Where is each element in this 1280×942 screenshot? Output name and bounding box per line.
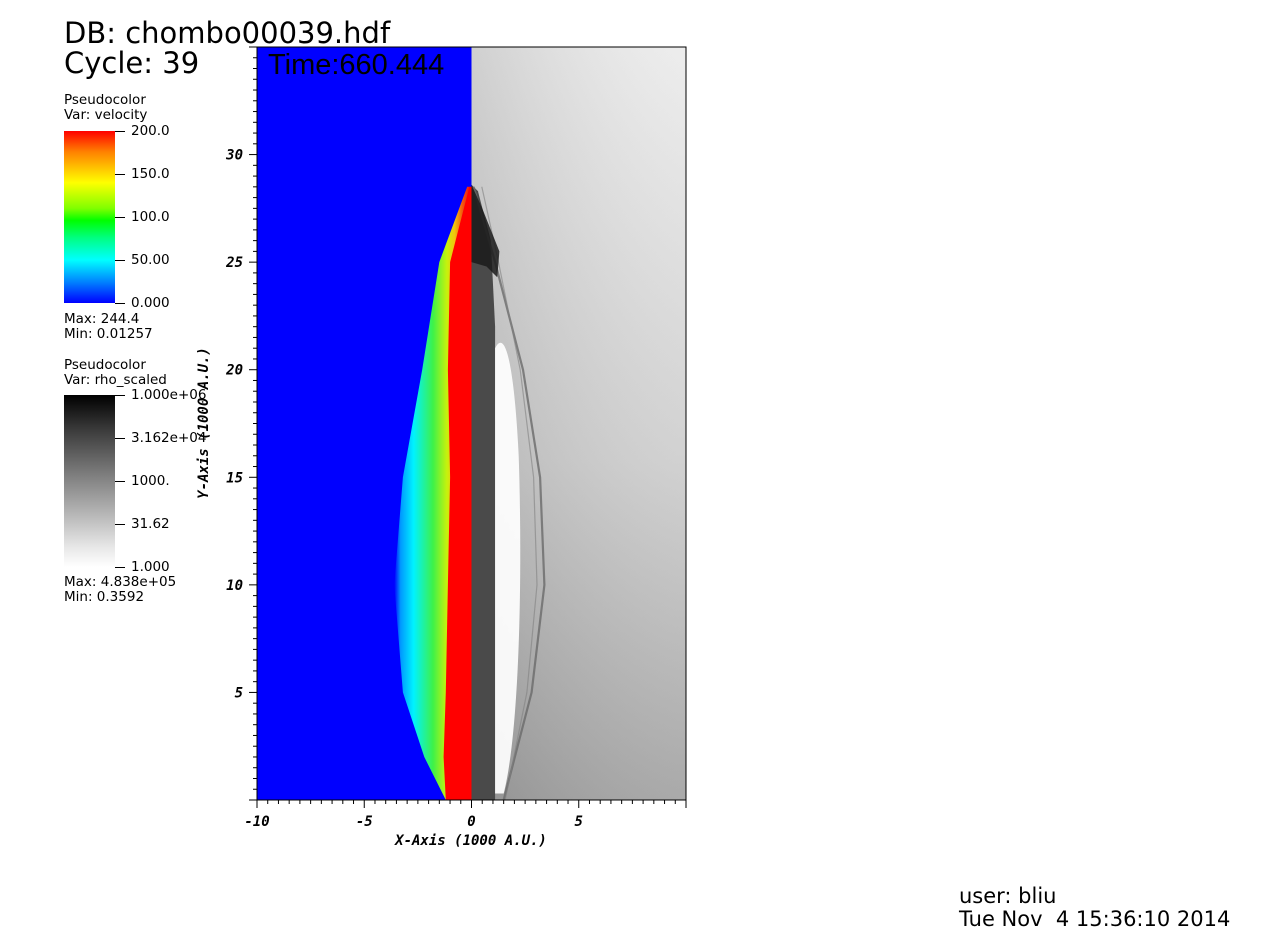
cycle-label: Cycle: 39 (64, 46, 200, 80)
y-tick-label: 10 (226, 578, 243, 594)
x-tick-label: 0 (467, 814, 475, 830)
axes: -10 -5 0 5 5 10 15 20 25 30 (225, 46, 687, 830)
rho-legend-var: Var: rho_scaled (64, 372, 167, 388)
rho-max: Max: 4.838e+05 (64, 574, 177, 590)
velocity-tick-label: 100.0 (131, 209, 170, 225)
rho-colorbar (64, 395, 115, 567)
velocity-tick (115, 131, 125, 132)
density-cavity (471, 184, 496, 800)
rho-tick-label: 1000. (131, 473, 170, 489)
rho-tick (115, 438, 125, 439)
velocity-tick-label: 0.000 (131, 295, 170, 311)
rho-legend-type: Pseudocolor (64, 357, 146, 373)
density-white-cavity (495, 342, 521, 794)
density-shell-inner (481, 186, 538, 800)
velocity-colorbar (64, 131, 115, 303)
x-axis-title: X-Axis (1000 A.U.) (394, 833, 547, 849)
density-tip (471, 184, 500, 278)
rho-tick (115, 567, 125, 568)
velocity-legend-type: Pseudocolor (64, 92, 146, 108)
rho-tick-label: 31.62 (131, 516, 170, 532)
y-tick-label: 15 (226, 470, 243, 486)
velocity-tick-label: 150.0 (131, 166, 170, 182)
rho-tick (115, 524, 125, 525)
x-tick-label: -5 (356, 814, 373, 830)
y-tick-label: 30 (225, 148, 243, 164)
rho-tick-label: 1.000 (131, 559, 170, 575)
rho-tick-label: 3.162e+04 (131, 430, 207, 446)
rho-tick (115, 481, 125, 482)
user-label: user: bliu (959, 884, 1057, 908)
velocity-tick (115, 303, 125, 304)
velocity-legend-var: Var: velocity (64, 107, 148, 123)
db-title: DB: chombo00039.hdf (64, 16, 391, 50)
rho-min: Min: 0.3592 (64, 589, 145, 605)
y-tick-label: 5 (235, 685, 243, 701)
velocity-tick (115, 217, 125, 218)
velocity-tick-label: 50.00 (131, 252, 170, 268)
x-tick-label: -10 (244, 814, 269, 830)
velocity-tick (115, 174, 125, 175)
velocity-core-region (443, 186, 472, 800)
rho-tick (115, 395, 125, 396)
velocity-min: Min: 0.01257 (64, 326, 153, 342)
date-label: Tue Nov 4 15:36:10 2014 (959, 907, 1231, 931)
x-tick-label: 5 (575, 814, 583, 830)
y-tick-label: 25 (225, 255, 243, 271)
velocity-tick-label: 200.0 (131, 123, 170, 139)
y-axis-title: Y-Axis (1000 A.U.) (196, 347, 212, 499)
time-label: Time:660.444 (268, 49, 444, 81)
rho-tick-label: 1.000e+06 (131, 387, 207, 403)
velocity-max: Max: 244.4 (64, 311, 140, 327)
velocity-tick (115, 260, 125, 261)
y-tick-label: 20 (225, 363, 243, 379)
